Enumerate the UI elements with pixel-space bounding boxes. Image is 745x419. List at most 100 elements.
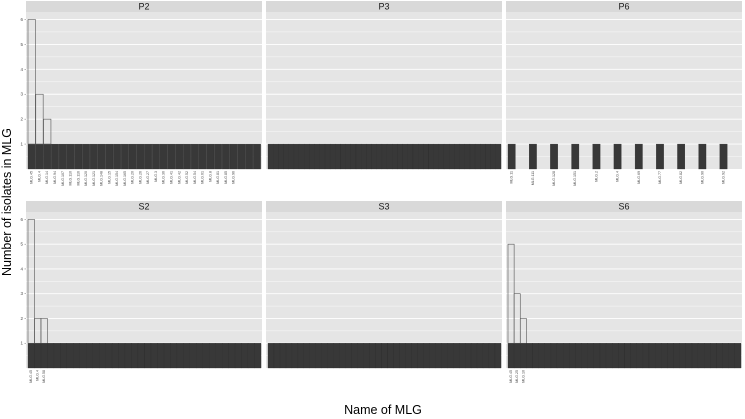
bar bbox=[321, 343, 328, 369]
bar bbox=[728, 343, 736, 369]
bar bbox=[556, 343, 564, 369]
bar bbox=[89, 143, 98, 170]
strip-label: S2 bbox=[138, 202, 149, 212]
x-tick-label: MLG.85 bbox=[224, 171, 228, 184]
bar bbox=[209, 343, 216, 369]
y-tick-label: 1 bbox=[20, 142, 23, 147]
panel-p3: P3 bbox=[266, 1, 502, 170]
bar bbox=[371, 143, 377, 170]
bar bbox=[357, 343, 364, 369]
bar bbox=[198, 143, 207, 170]
y-tick-label: 3 bbox=[20, 291, 23, 296]
y-tick-label: 1 bbox=[20, 341, 23, 346]
x-tick-label: MLG.45 bbox=[30, 171, 34, 184]
x-tick-label: MLG.2 bbox=[594, 171, 598, 182]
bar bbox=[206, 143, 215, 170]
bar bbox=[405, 343, 412, 369]
bar bbox=[118, 343, 126, 369]
panel-background bbox=[506, 12, 742, 169]
bar bbox=[386, 143, 393, 170]
bar bbox=[99, 343, 106, 369]
bar bbox=[222, 143, 230, 170]
bar bbox=[273, 143, 279, 170]
bar bbox=[163, 343, 171, 369]
bar-outline bbox=[27, 219, 35, 344]
strip-background bbox=[506, 1, 742, 12]
bar bbox=[469, 143, 476, 170]
bar bbox=[710, 343, 717, 369]
bar bbox=[655, 343, 662, 369]
bar bbox=[60, 343, 67, 369]
bar bbox=[507, 143, 516, 170]
bar bbox=[634, 143, 643, 170]
bar bbox=[423, 143, 429, 170]
x-tick-label: MLG.25 bbox=[515, 370, 519, 383]
bar bbox=[319, 143, 326, 170]
bar bbox=[303, 343, 310, 369]
bar bbox=[685, 343, 693, 369]
bar bbox=[520, 343, 527, 369]
bar bbox=[476, 343, 484, 369]
bar bbox=[47, 343, 55, 369]
bar bbox=[369, 343, 376, 369]
bar bbox=[411, 343, 418, 369]
strip-label: P3 bbox=[378, 2, 389, 12]
bar bbox=[722, 343, 729, 369]
x-tick-label: MLG.151 bbox=[573, 171, 577, 186]
bar bbox=[202, 343, 210, 369]
bar bbox=[74, 143, 83, 170]
bar bbox=[241, 343, 249, 369]
strip-background bbox=[26, 1, 262, 12]
bar bbox=[704, 343, 711, 369]
x-tick-label: MLG.45 bbox=[509, 370, 513, 383]
bar bbox=[526, 343, 533, 369]
bar bbox=[447, 343, 454, 369]
bar bbox=[656, 143, 664, 170]
y-axis-title: Number of isolates in MLG bbox=[0, 128, 14, 276]
y-tick-label: 5 bbox=[20, 42, 23, 47]
y-tick-label: 6 bbox=[20, 217, 23, 222]
x-tick-label: MLG.58 bbox=[42, 370, 46, 383]
bar bbox=[412, 143, 419, 170]
bar bbox=[677, 143, 686, 170]
bar bbox=[351, 343, 358, 369]
bar bbox=[605, 343, 613, 369]
bar bbox=[27, 143, 36, 170]
bar bbox=[482, 343, 490, 369]
bar bbox=[253, 143, 261, 170]
bar bbox=[298, 143, 305, 170]
bar bbox=[495, 143, 502, 170]
bar bbox=[339, 343, 346, 369]
x-tick-label: MLG.10 bbox=[521, 370, 525, 383]
bar bbox=[438, 143, 445, 170]
bar bbox=[196, 343, 203, 369]
bar bbox=[254, 343, 262, 369]
panel-background bbox=[26, 12, 262, 169]
x-tick-label: MLG.96 bbox=[232, 171, 236, 184]
x-tick-label: MLG.42 bbox=[177, 171, 181, 184]
x-tick-label: MLG.111 bbox=[531, 171, 535, 185]
bar bbox=[581, 343, 588, 369]
bar bbox=[40, 343, 48, 369]
bar bbox=[494, 343, 502, 369]
x-tick-label: MLG.4 bbox=[616, 171, 620, 182]
bar bbox=[454, 143, 460, 170]
bar bbox=[550, 143, 558, 170]
strip-background bbox=[266, 201, 502, 212]
x-tick-label: MLG.120 bbox=[84, 171, 88, 186]
bar bbox=[86, 343, 93, 369]
bar bbox=[234, 343, 242, 369]
y-tick-label: 5 bbox=[20, 242, 23, 247]
bar bbox=[350, 143, 357, 170]
bar bbox=[550, 343, 558, 369]
bar bbox=[490, 143, 496, 170]
x-tick-label: MLG.148 bbox=[100, 171, 104, 186]
bar bbox=[176, 343, 184, 369]
bar bbox=[157, 343, 165, 369]
bar bbox=[459, 343, 466, 369]
bar bbox=[159, 143, 168, 170]
bar bbox=[340, 143, 346, 170]
panel-background bbox=[506, 212, 742, 368]
bar bbox=[97, 143, 106, 170]
